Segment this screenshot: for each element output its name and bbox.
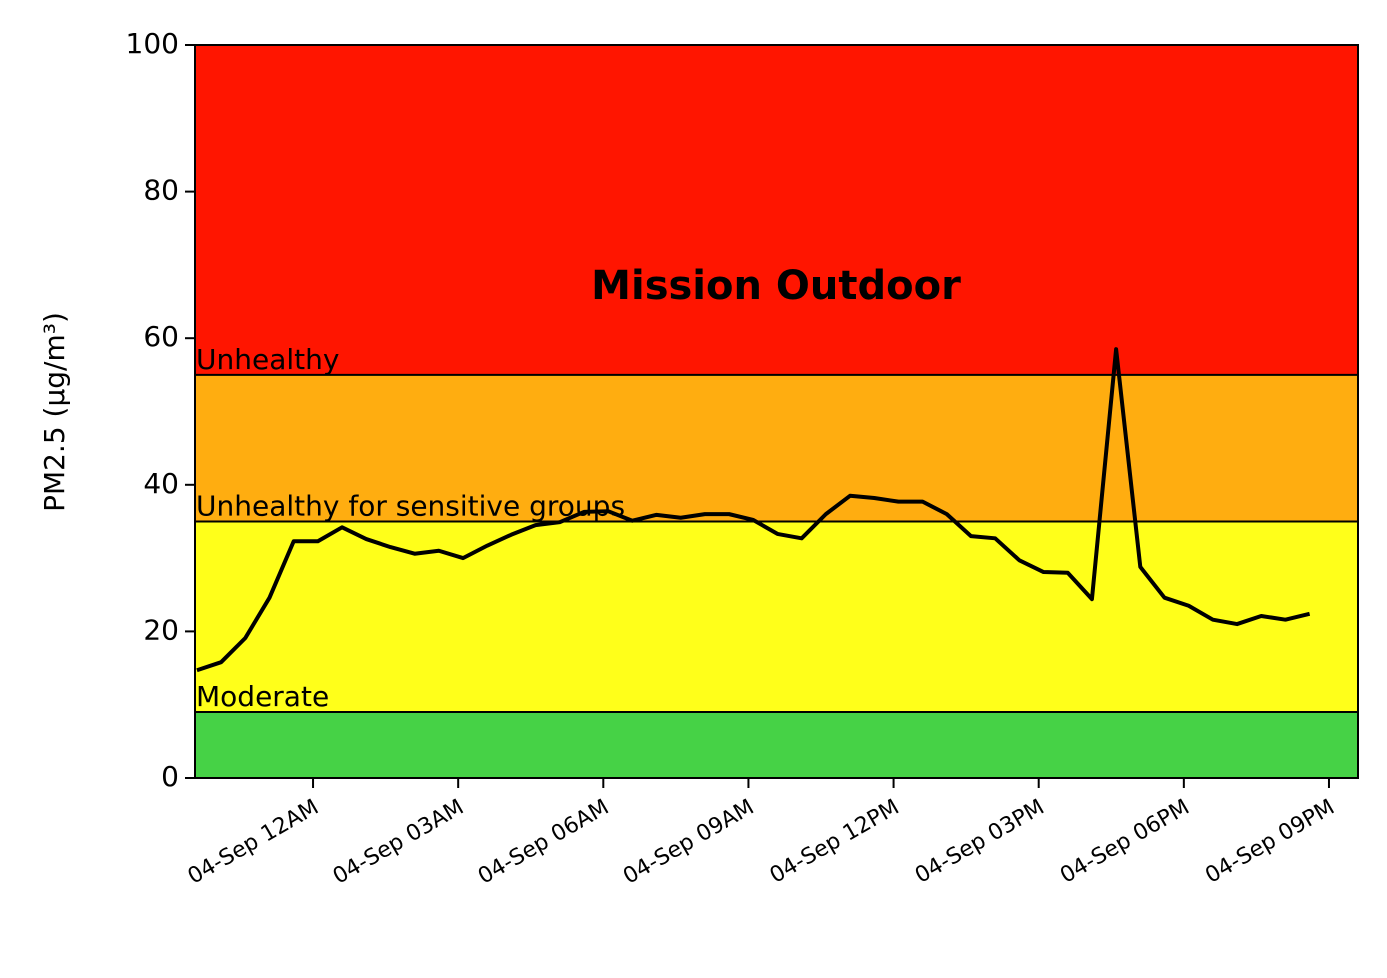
y-tick-label: 60 bbox=[143, 320, 179, 353]
x-tick-label: 04-Sep 09PM bbox=[1201, 795, 1339, 889]
y-tick-label: 40 bbox=[143, 467, 179, 500]
band bbox=[195, 521, 1358, 713]
x-tick-label: 04-Sep 06PM bbox=[1056, 795, 1194, 889]
x-tick-label: 04-Sep 09AM bbox=[619, 795, 758, 890]
band-label: Unhealthy bbox=[196, 343, 339, 376]
y-tick-label: 0 bbox=[161, 760, 179, 793]
x-tick-label: 04-Sep 12AM bbox=[184, 795, 323, 890]
band bbox=[195, 45, 1358, 375]
x-tick-label: 04-Sep 06AM bbox=[474, 795, 613, 890]
y-tick-label: 20 bbox=[143, 613, 179, 646]
line bbox=[196, 347, 1311, 673]
x-tick-label: 04-Sep 03AM bbox=[329, 795, 468, 890]
band bbox=[195, 712, 1358, 778]
y-axis-label: PM2.5 (µg/m³) bbox=[38, 312, 71, 512]
band-label: Unhealthy for sensitive groups bbox=[196, 489, 625, 522]
x-tick-label: 04-Sep 12PM bbox=[766, 795, 904, 889]
band-label: Moderate bbox=[196, 680, 329, 713]
bands bbox=[195, 45, 1358, 778]
x-tick-label: 04-Sep 03PM bbox=[911, 795, 1049, 889]
band bbox=[195, 374, 1358, 522]
y-tick-label: 80 bbox=[143, 174, 179, 207]
plot: Moderate Unhealthy for sensitive groups Un… bbox=[196, 343, 1311, 713]
plot-frame bbox=[194, 44, 1359, 779]
chart-title: Mission Outdoor bbox=[591, 263, 961, 309]
y-tick-label: 100 bbox=[126, 27, 179, 60]
